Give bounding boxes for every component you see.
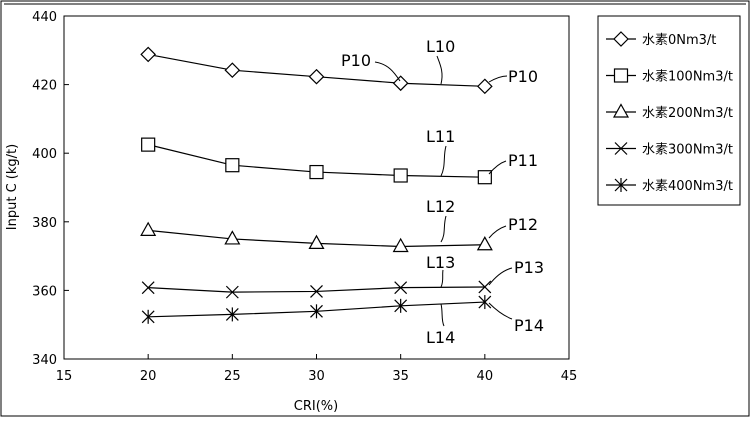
data-point [392, 75, 409, 92]
legend-entry: 水素100Nm3/t [606, 68, 733, 85]
y-tick-label: 440 [32, 10, 57, 25]
data-point [310, 285, 323, 298]
data-point [308, 234, 325, 250]
legend-entry: 水素400Nm3/t [606, 178, 733, 194]
x-tick-label: 45 [561, 369, 578, 384]
leader-l12 [440, 215, 447, 243]
data-point [141, 309, 155, 324]
annotation-p12: P12 [508, 215, 538, 234]
legend-marker [612, 103, 630, 118]
data-point [393, 168, 408, 183]
legend-label: 水素0Nm3/t [642, 33, 716, 48]
data-point [392, 237, 409, 253]
leader-l14 [440, 303, 445, 327]
annotation-layer: P10 L10 P10 L11 P11 L12 P12 L13 P13 L14 … [341, 37, 544, 347]
leader-p12 [488, 225, 507, 239]
legend-marker [614, 178, 628, 192]
legend-label: 水素200Nm3/t [642, 106, 733, 121]
legend-entry: 水素0Nm3/t [606, 31, 716, 48]
annotation-l12: L12 [426, 197, 455, 216]
series-4 [141, 280, 492, 299]
leader-p10-left [374, 61, 401, 82]
series-3 [140, 221, 493, 253]
y-tick-label: 360 [32, 284, 57, 299]
data-point [478, 295, 492, 310]
x-tick-label: 20 [140, 369, 157, 384]
legend-marker [613, 31, 629, 47]
data-point [141, 137, 156, 152]
x-tick-label: 15 [56, 369, 73, 384]
legend-entry: 水素200Nm3/t [606, 103, 733, 121]
data-point [309, 164, 324, 180]
legend-marker [613, 68, 629, 83]
leader-p14 [488, 302, 513, 320]
data-point [477, 170, 492, 185]
legend-entry: 水素300Nm3/t [606, 142, 733, 158]
x-tick-label: 40 [477, 369, 494, 384]
y-axis-label: Input C (kg/t) [5, 144, 20, 230]
legend-label: 水素300Nm3/t [642, 143, 733, 158]
annotation-l10: L10 [426, 37, 455, 56]
annotation-p13: P13 [514, 258, 544, 277]
data-point [478, 280, 492, 294]
data-point [140, 46, 157, 63]
series-layer [140, 46, 493, 324]
data-point [225, 285, 239, 299]
annotation-p14: P14 [514, 316, 544, 335]
annotation-p11: P11 [508, 151, 538, 170]
annotation-l13: L13 [426, 253, 455, 272]
legend-marker [614, 142, 628, 155]
series-5 [141, 295, 492, 324]
data-point [476, 236, 493, 251]
data-point [140, 221, 157, 236]
data-point [308, 68, 325, 85]
annotation-l14: L14 [426, 328, 455, 347]
y-tick-label: 420 [32, 79, 57, 94]
leader-p13 [488, 267, 513, 286]
leader-p11 [488, 160, 507, 175]
leader-l10 [436, 55, 443, 85]
annotation-l11: L11 [426, 127, 455, 146]
legend-label: 水素100Nm3/t [642, 70, 733, 85]
y-axis-ticks: 340 360 380 400 420 440 [32, 10, 69, 368]
series-1 [140, 46, 493, 95]
data-point [310, 304, 323, 319]
data-point [394, 298, 408, 313]
data-point [394, 281, 408, 295]
leader-l13 [440, 269, 444, 288]
y-tick-label: 340 [32, 353, 57, 368]
legend: 水素0Nm3/t 水素100Nm3/t 水素200Nm3/t 水素300Nm3/t 水素… [606, 31, 733, 194]
data-point [225, 158, 240, 173]
y-tick-label: 380 [32, 216, 57, 231]
leader-l11 [440, 145, 447, 177]
legend-label: 水素400Nm3/t [642, 179, 733, 194]
series-2 [141, 137, 492, 185]
x-tick-label: 25 [224, 369, 241, 384]
data-point [225, 307, 239, 322]
annotation-p10-right: P10 [508, 67, 538, 86]
leader-p10-right [488, 75, 508, 83]
data-point [476, 78, 493, 95]
data-point [141, 281, 155, 295]
data-point [224, 62, 241, 79]
x-axis-label: CRI(%) [294, 399, 338, 414]
annotation-p10-left: P10 [341, 51, 371, 70]
x-axis-ticks: 15 20 25 30 35 40 45 [56, 354, 578, 384]
x-tick-label: 35 [392, 369, 409, 384]
data-point [224, 230, 241, 245]
x-tick-label: 30 [308, 369, 325, 384]
y-tick-label: 400 [32, 147, 57, 162]
